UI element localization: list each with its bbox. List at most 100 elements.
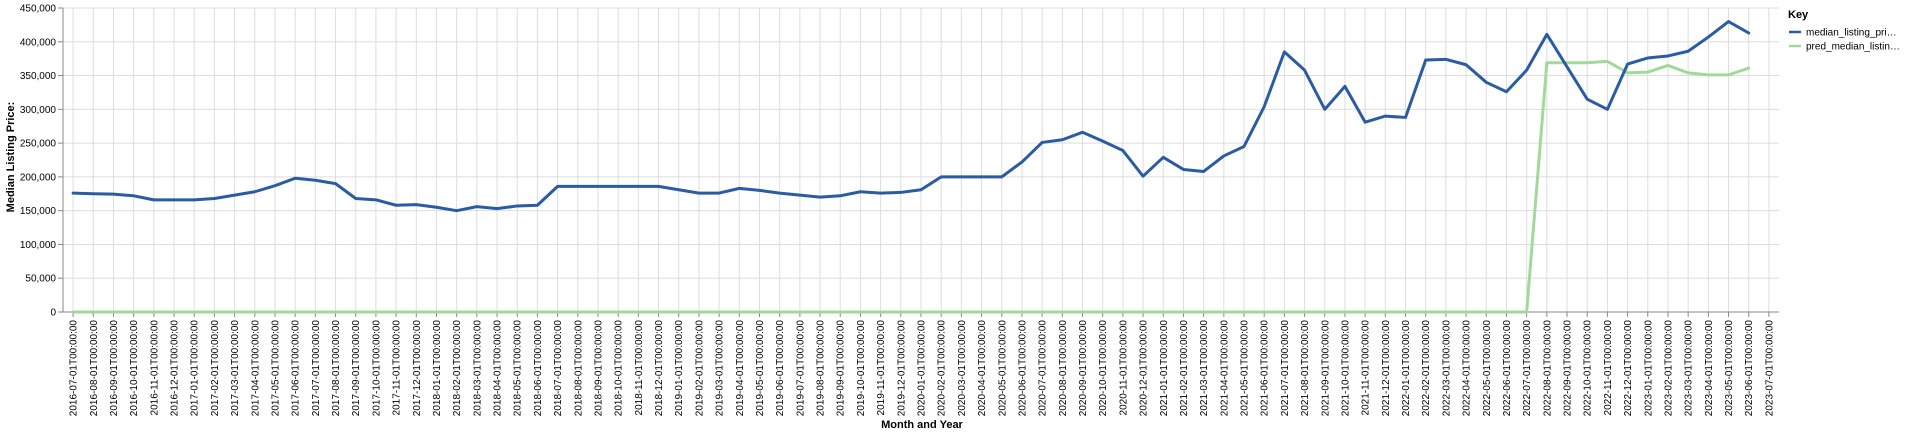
x-tick-label: 2020-05-01T00:00:00 [997, 320, 1008, 417]
x-tick-label: 2019-04-01T00:00:00 [735, 320, 746, 417]
x-tick-label: 2022-04-01T00:00:00 [1462, 320, 1473, 417]
y-tick-label: 0 [50, 308, 56, 319]
x-tick-label: 2021-10-01T00:00:00 [1340, 320, 1351, 417]
y-axis-title: Median Listing Price: [5, 102, 17, 213]
y-tick-label: 400,000 [20, 37, 57, 48]
x-tick-label: 2023-06-01T00:00:00 [1744, 320, 1755, 417]
x-tick-label: 2019-02-01T00:00:00 [694, 320, 705, 417]
x-tick-label: 2018-10-01T00:00:00 [614, 320, 625, 417]
x-tick-label: 2016-11-01T00:00:00 [149, 320, 160, 416]
x-tick-label: 2021-06-01T00:00:00 [1260, 320, 1271, 417]
x-axis-title: Month and Year [881, 419, 963, 431]
x-tick-label: 2017-08-01T00:00:00 [331, 320, 342, 417]
x-tick-label: 2021-07-01T00:00:00 [1280, 320, 1291, 417]
x-tick-label: 2021-12-01T00:00:00 [1381, 320, 1392, 417]
x-tick-label: 2020-06-01T00:00:00 [1017, 320, 1028, 417]
x-tick-label: 2016-10-01T00:00:00 [129, 320, 140, 417]
series-line-0 [71, 20, 1751, 213]
x-tick-label: 2022-03-01T00:00:00 [1441, 320, 1452, 417]
x-tick-label: 2023-07-01T00:00:00 [1764, 320, 1775, 417]
x-tick-label: 2017-09-01T00:00:00 [351, 320, 362, 417]
x-tick-label: 2019-08-01T00:00:00 [816, 320, 827, 417]
x-tick-label: 2021-04-01T00:00:00 [1219, 320, 1230, 417]
x-tick-label: 2019-07-01T00:00:00 [795, 320, 806, 417]
x-tick-label: 2017-05-01T00:00:00 [270, 320, 281, 417]
grid-lines [63, 7, 1779, 313]
x-tick-label: 2017-04-01T00:00:00 [250, 320, 261, 417]
x-tick-label: 2020-03-01T00:00:00 [957, 320, 968, 417]
x-tick-label: 2019-06-01T00:00:00 [775, 320, 786, 417]
x-tick-label: 2020-09-01T00:00:00 [1078, 320, 1089, 417]
x-tick-label: 2018-01-01T00:00:00 [432, 320, 443, 417]
x-tick-label: 2021-08-01T00:00:00 [1300, 320, 1311, 417]
x-tick-label: 2018-09-01T00:00:00 [593, 320, 604, 417]
x-tick-label: 2018-11-01T00:00:00 [634, 320, 645, 416]
legend-label-0: median_listing_pri… [1806, 28, 1897, 39]
x-tick-label: 2017-11-01T00:00:00 [392, 320, 403, 416]
y-tick-label: 150,000 [20, 206, 57, 217]
x-tick-label: 2018-04-01T00:00:00 [493, 320, 504, 417]
x-tick-label: 2022-02-01T00:00:00 [1421, 320, 1432, 417]
x-tick-label: 2021-03-01T00:00:00 [1199, 320, 1210, 417]
x-axis: 2016-07-01T00:00:00 2016-08-01T00:00:00 20… [63, 311, 1779, 417]
y-tick-label: 450,000 [20, 4, 57, 15]
x-tick-label: 2017-12-01T00:00:00 [412, 320, 423, 417]
y-axis: 0 50,000 100,000 150,000 200,000 250,000 300,0… [20, 4, 64, 319]
x-tick-label: 2023-03-01T00:00:00 [1684, 320, 1695, 417]
x-tick-label: 2022-12-01T00:00:00 [1623, 320, 1634, 417]
x-tick-label: 2021-05-01T00:00:00 [1240, 320, 1251, 417]
x-tick-label: 2022-10-01T00:00:00 [1583, 320, 1594, 417]
y-tick-label: 300,000 [20, 105, 57, 116]
x-tick-label: 2023-02-01T00:00:00 [1663, 320, 1674, 417]
series-lines [71, 20, 1751, 314]
x-tick-label: 2020-04-01T00:00:00 [977, 320, 988, 417]
x-tick-label: 2016-08-01T00:00:00 [89, 320, 100, 417]
y-tick-label: 200,000 [20, 172, 57, 183]
legend: Key median_listing_pri… pred_median_listi… [1788, 9, 1900, 53]
x-tick-label: 2019-05-01T00:00:00 [755, 320, 766, 417]
x-tick-label: 2021-11-01T00:00:00 [1361, 320, 1372, 416]
x-tick-label: 2020-11-01T00:00:00 [1118, 320, 1129, 416]
x-tick-label: 2022-01-01T00:00:00 [1401, 320, 1412, 417]
x-tick-label: 2022-05-01T00:00:00 [1482, 320, 1493, 417]
x-tick-label: 2016-07-01T00:00:00 [69, 320, 80, 417]
x-tick-label: 2017-06-01T00:00:00 [291, 320, 302, 417]
x-tick-label: 2020-10-01T00:00:00 [1098, 320, 1109, 417]
x-tick-label: 2020-12-01T00:00:00 [1139, 320, 1150, 417]
x-tick-label: 2019-09-01T00:00:00 [836, 320, 847, 417]
x-tick-label: 2018-03-01T00:00:00 [472, 320, 483, 417]
x-tick-label: 2017-10-01T00:00:00 [371, 320, 382, 417]
x-tick-label: 2022-07-01T00:00:00 [1522, 320, 1533, 417]
x-tick-label: 2019-12-01T00:00:00 [896, 320, 907, 417]
x-tick-label: 2023-01-01T00:00:00 [1643, 320, 1654, 417]
x-tick-label: 2020-01-01T00:00:00 [917, 320, 928, 417]
x-tick-label: 2016-12-01T00:00:00 [170, 320, 181, 417]
x-tick-label: 2017-07-01T00:00:00 [311, 320, 322, 417]
y-tick-label: 250,000 [20, 139, 57, 150]
x-tick-label: 2023-04-01T00:00:00 [1704, 320, 1715, 417]
x-tick-label: 2018-05-01T00:00:00 [513, 320, 524, 417]
x-tick-label: 2017-01-01T00:00:00 [190, 320, 201, 417]
x-tick-label: 2019-10-01T00:00:00 [856, 320, 867, 417]
x-tick-label: 2021-09-01T00:00:00 [1320, 320, 1331, 417]
x-tick-label: 2022-09-01T00:00:00 [1563, 320, 1574, 417]
y-tick-label: 50,000 [25, 274, 56, 285]
x-tick-label: 2018-08-01T00:00:00 [573, 320, 584, 417]
x-tick-label: 2018-12-01T00:00:00 [654, 320, 665, 417]
x-tick-label: 2019-01-01T00:00:00 [674, 320, 685, 417]
x-tick-label: 2021-02-01T00:00:00 [1179, 320, 1190, 417]
y-tick-label: 350,000 [20, 71, 57, 82]
x-tick-label: 2018-02-01T00:00:00 [452, 320, 463, 417]
x-tick-label: 2017-02-01T00:00:00 [210, 320, 221, 417]
x-tick-label: 2018-06-01T00:00:00 [533, 320, 544, 417]
x-tick-label: 2018-07-01T00:00:00 [553, 320, 564, 417]
x-tick-label: 2022-11-01T00:00:00 [1603, 320, 1614, 416]
x-tick-label: 2016-09-01T00:00:00 [109, 320, 120, 417]
x-tick-label: 2017-03-01T00:00:00 [230, 320, 241, 417]
series-line-1 [71, 59, 1751, 314]
x-tick-label: 2022-08-01T00:00:00 [1542, 320, 1553, 417]
y-tick-label: 100,000 [20, 240, 57, 251]
x-tick-label: 2019-11-01T00:00:00 [876, 320, 887, 416]
x-tick-label: 2020-07-01T00:00:00 [1038, 320, 1049, 417]
